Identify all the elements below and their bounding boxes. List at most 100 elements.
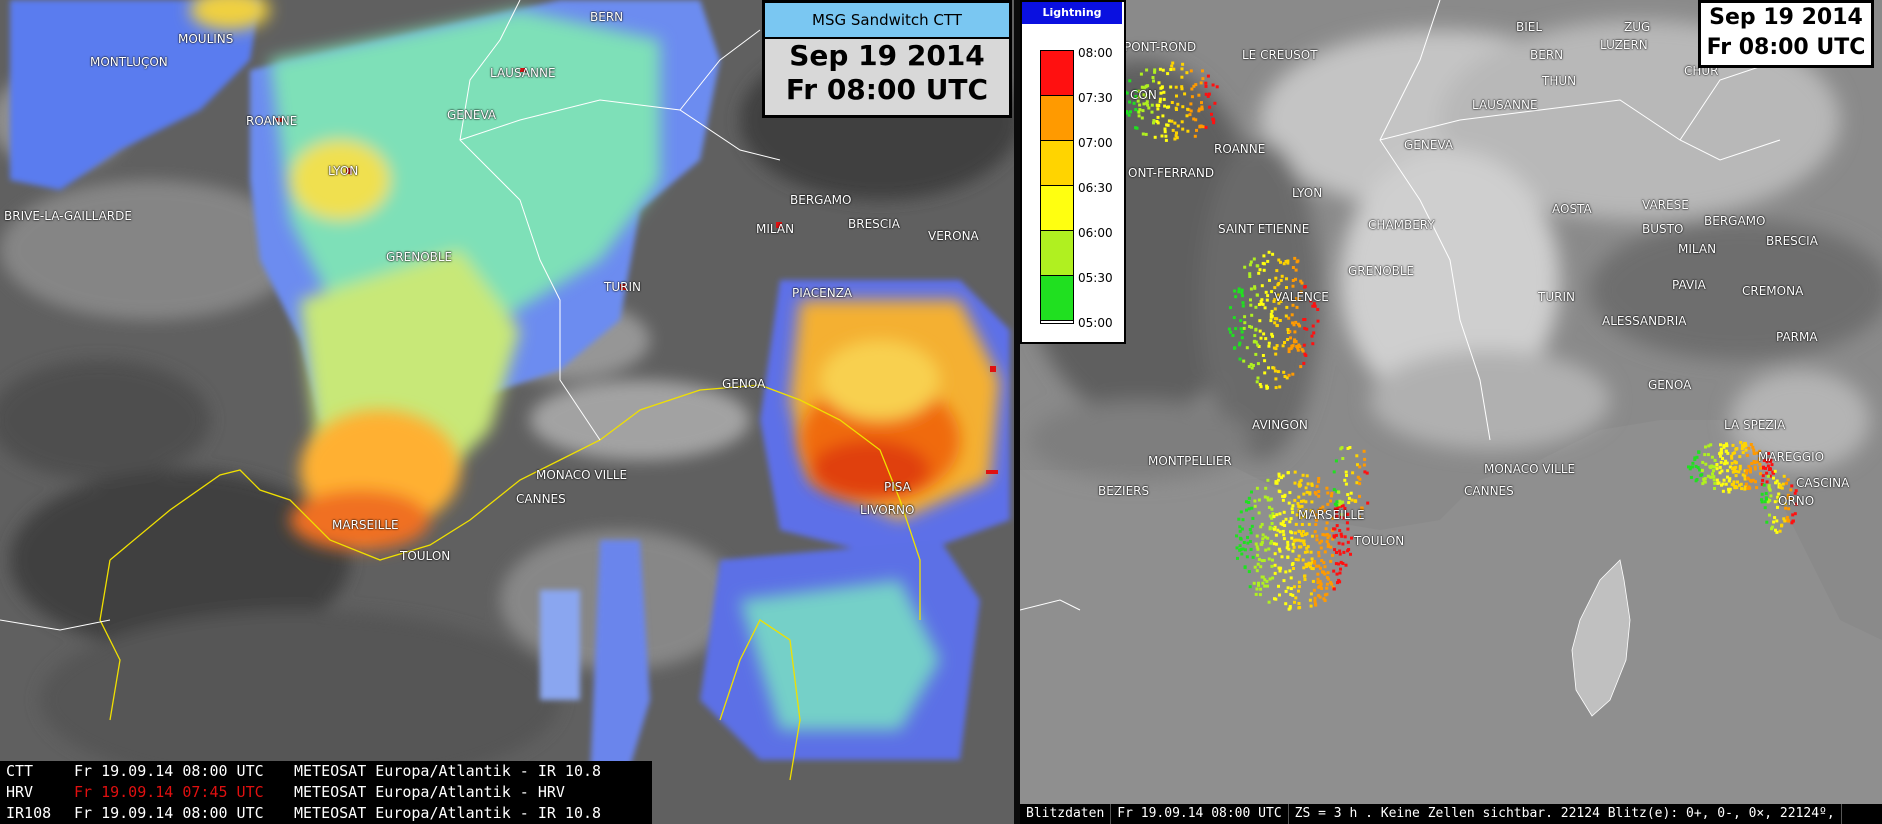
right-city-label: BERN [1530,48,1564,62]
right-city-label: ORNO [1778,494,1815,508]
right-city-label: THUN [1542,74,1577,88]
layer-time: Fr 19.09.14 08:00 UTC [74,762,264,780]
product-time: Fr 08:00 UTC [785,73,989,106]
lightning-date: Sep 19 2014 [1709,5,1863,30]
right-city-label: GENEVA [1404,138,1454,152]
left-city-label: VERONA [928,229,979,243]
left-city-label: BERN [590,10,624,24]
product-title: MSG Sandwitch CTT [765,3,1009,39]
right-city-label: BRESCIA [1766,234,1818,248]
right-city-label: LE CREUSOT [1242,48,1318,62]
right-city-label: GENOA [1648,378,1692,392]
legend-color-swatch [1041,51,1073,96]
product-title-box: MSG Sandwitch CTT Sep 19 2014 Fr 08:00 U… [762,0,1012,118]
right-city-label: BEZIERS [1098,484,1150,498]
left-city-label: BRESCIA [848,217,900,231]
right-city-label: CASCINA [1796,476,1850,490]
product-date: Sep 19 2014 [789,39,985,72]
layer-time: Fr 19.09.14 07:45 UTC [74,783,264,801]
right-city-label: PONT-ROND [1124,40,1197,54]
left-city-label: MONTLUÇON [90,55,168,69]
right-city-label: ALESSANDRIA [1602,314,1687,328]
terrain-map [1020,0,1882,824]
right-city-label: LAUSANNE [1472,98,1538,112]
legend-time-label: 07:30 [1078,91,1113,105]
left-city-label: PIACENZA [792,286,853,300]
right-city-label: AVINGON [1252,418,1308,432]
legend-time-label: 05:00 [1078,316,1113,330]
legend-color-swatch [1041,96,1073,141]
right-city-label: AOSTA [1552,202,1592,216]
legend-time-label: 06:00 [1078,226,1113,240]
right-city-label: PAVIA [1672,278,1706,292]
layer-code: HRV [6,783,34,801]
right-city-label: MONTPELLIER [1148,454,1232,468]
left-city-label: TURIN [604,280,641,294]
legend-title: Lightning [1022,2,1122,24]
right-city-label: CANNES [1464,484,1514,498]
status-source: Blitzdaten [1020,804,1112,824]
right-city-label: PARMA [1776,330,1818,344]
legend-color-swatch [1041,186,1073,231]
lightning-panel: BIEL ZUG LUZERN PONT-ROND LE CREUSOT BERN CHUR… [1020,0,1882,824]
layer-code: CTT [6,762,34,780]
left-city-label: LAUSANNE [490,66,556,80]
lightning-time-box: Sep 19 2014 Fr 08:00 UTC [1698,0,1874,68]
layer-source: METEOSAT Europa/Atlantik - IR 10.8 [294,804,602,822]
right-city-label: SAINT ETIENNE [1218,222,1310,236]
right-city-label: MAREGGIO [1758,450,1825,464]
legend-color-swatch [1041,276,1073,321]
layer-info-row: CTT Fr 19.09.14 08:00 UTC METEOSAT Europ… [0,761,652,782]
left-city-label: PISA [884,480,911,494]
legend-color-bar [1040,50,1074,324]
right-city-label: TURIN [1538,290,1575,304]
lightning-legend: Lightning 08:00 07:30 07:00 06:30 06:00 05:30… [1020,0,1126,344]
layer-info-table: CTT Fr 19.09.14 08:00 UTC METEOSAT Europ… [0,761,652,824]
layer-source: METEOSAT Europa/Atlantik - HRV [294,783,565,801]
right-city-label: BUSTO [1642,222,1684,236]
left-city-label: MARSEILLE [332,518,399,532]
right-city-label: VALENCE [1274,290,1329,304]
right-city-label: MILAN [1678,242,1717,256]
status-time: Fr 19.09.14 08:00 UTC [1111,804,1289,824]
right-city-label: VARESE [1642,198,1689,212]
left-city-label: CANNES [516,492,566,506]
left-city-label: GENOA [722,377,766,391]
legend-time-label: 08:00 [1078,46,1113,60]
left-city-label: LIVORNO [860,503,915,517]
left-city-label: MONACO VILLE [536,468,628,482]
right-city-label: ZUG [1624,20,1651,34]
left-city-label: LYON [328,164,359,178]
right-city-label: ONT-FERRAND [1128,166,1215,180]
legend-time-label: 06:30 [1078,181,1113,195]
layer-code: IR108 [6,804,52,822]
layer-info-row: IR108 Fr 19.09.14 08:00 UTC METEOSAT Eur… [0,803,652,824]
right-city-label: CREMONA [1742,284,1804,298]
legend-color-swatch [1041,231,1073,276]
right-city-label: LA SPEZIA [1724,418,1786,432]
legend-time-label: 05:30 [1078,271,1113,285]
legend-color-swatch [1041,141,1073,186]
right-city-label: LYON [1292,186,1323,200]
satellite-ctt-panel: BERN MOULINS MONTLUÇON LAUSANNE GENEVA ROANNE… [0,0,1014,824]
status-summary: ZS = 3 h . Keine Zellen sichtbar. 22124 … [1289,804,1842,824]
right-city-label: MONACO VILLE [1484,462,1576,476]
right-city-label: CHAMBERY [1368,218,1435,232]
right-city-label: GRENOBLE [1348,264,1415,278]
left-city-label: BRIVE-LA-GAILLARDE [4,209,132,223]
right-city-label: CON [1130,88,1157,102]
left-city-label: GENEVA [447,108,497,122]
right-city-label: ROANNE [1214,142,1266,156]
lightning-time: Fr 08:00 UTC [1706,35,1866,60]
left-city-label: ROANNE [246,114,298,128]
lightning-strokes [1121,61,1798,611]
satellite-map [0,0,1014,800]
right-city-label: LUZERN [1600,38,1648,52]
left-city-label: TOULON [400,549,451,563]
right-city-label: MARSEILLE [1298,508,1365,522]
left-city-label: MOULINS [178,32,234,46]
layer-info-row: HRV Fr 19.09.14 07:45 UTC METEOSAT Europ… [0,782,652,803]
lightning-status-bar: Blitzdaten Fr 19.09.14 08:00 UTC ZS = 3 … [1020,804,1882,824]
legend-time-label: 07:00 [1078,136,1113,150]
left-city-label: MILAN [756,222,795,236]
